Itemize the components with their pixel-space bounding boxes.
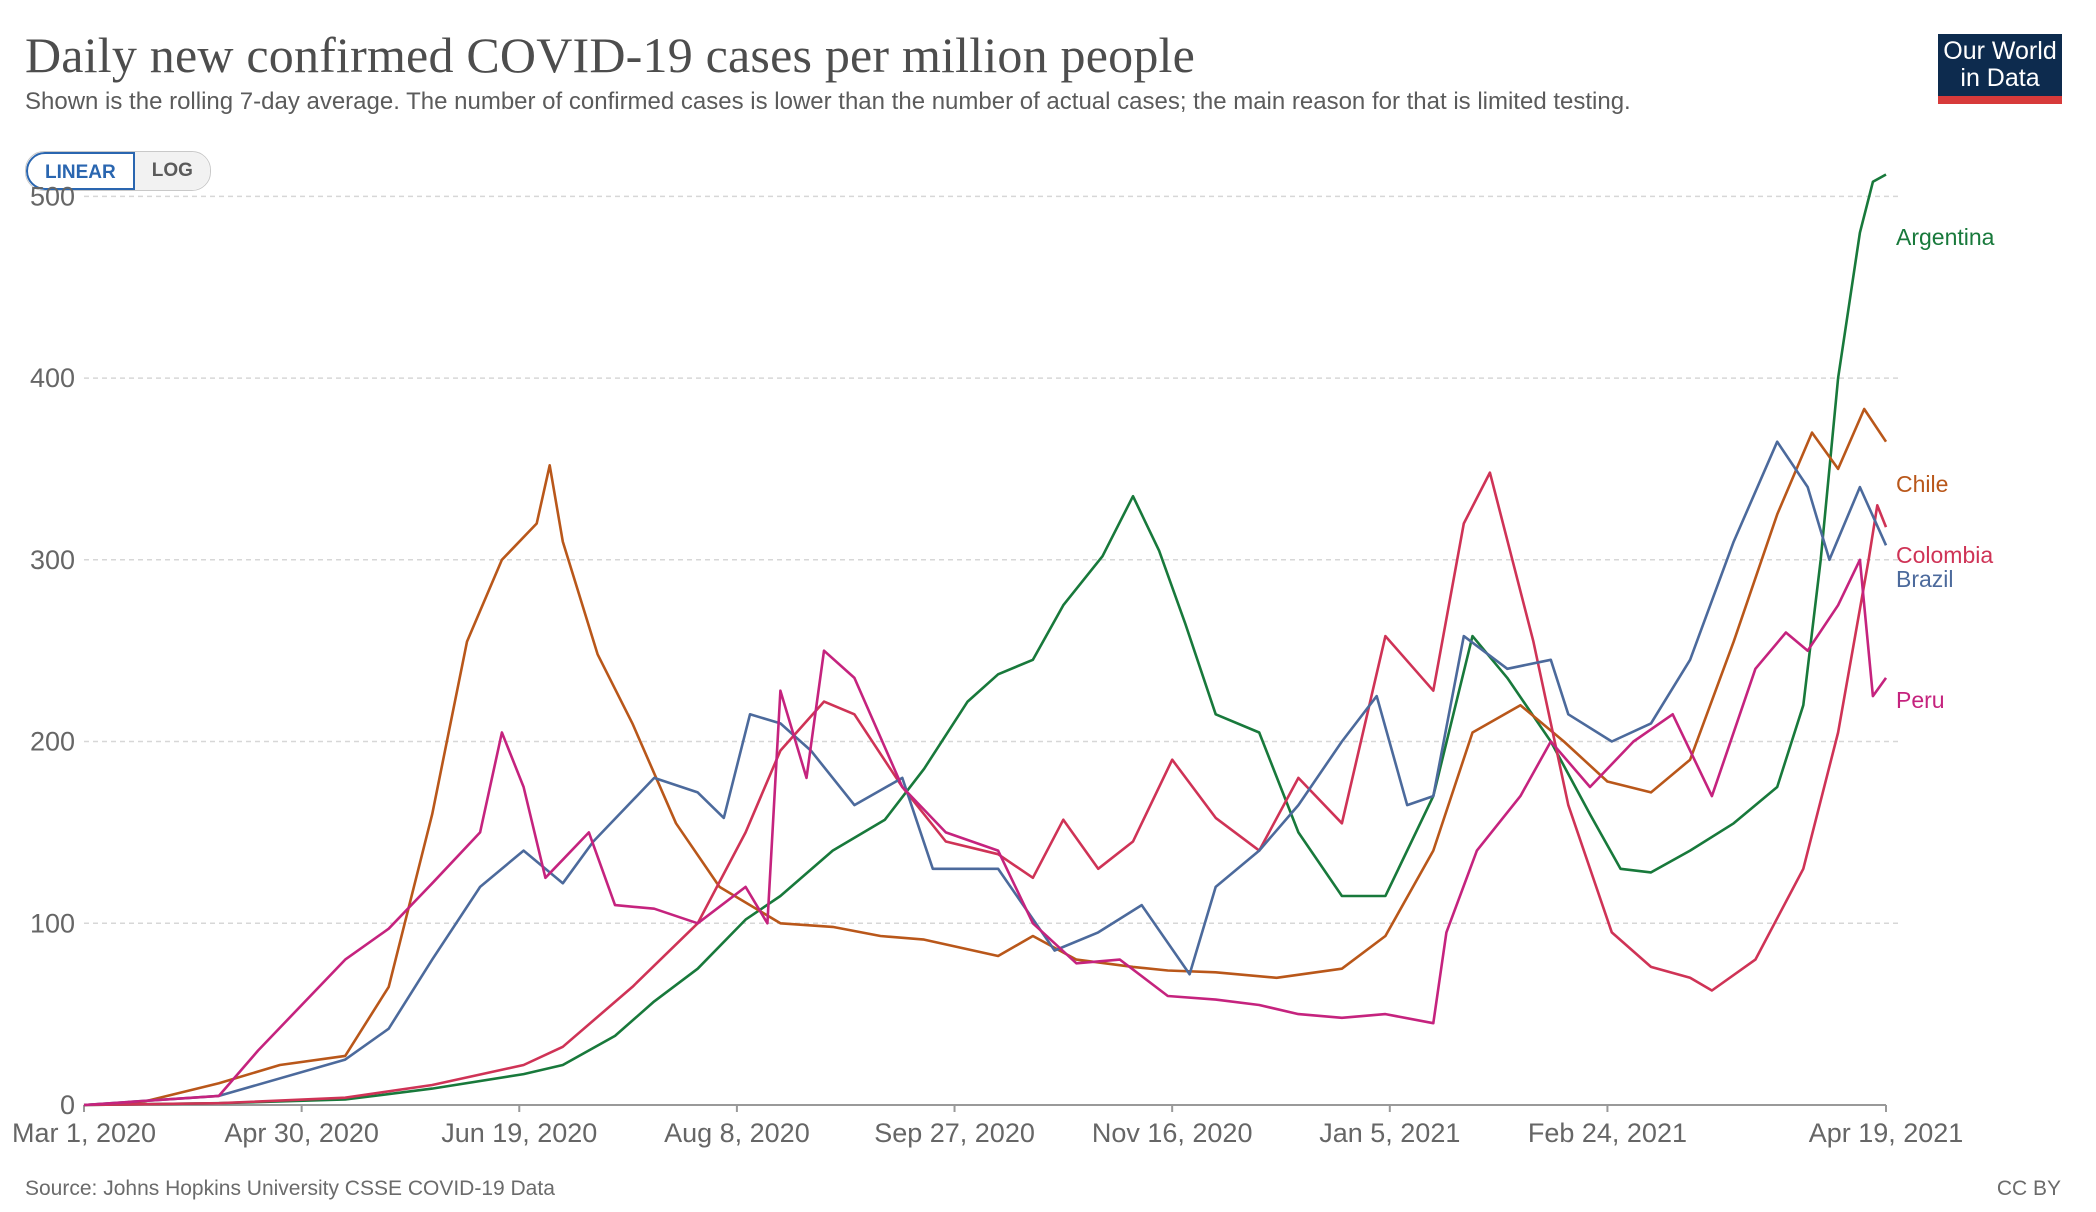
log-scale-button[interactable]: LOG (134, 152, 210, 190)
series-lines (83, 173, 1888, 1107)
y-tick-label: 300 (30, 545, 75, 575)
series-label-colombia[interactable]: Colombia (1896, 542, 1993, 568)
scale-toggle: LINEAR LOG (25, 151, 211, 191)
series-label-argentina[interactable]: Argentina (1896, 224, 1995, 250)
chart-subtitle: Shown is the rolling 7-day average. The … (25, 88, 1631, 115)
owid-logo[interactable]: Our World in Data (1938, 34, 2062, 104)
x-tick-label: Apr 30, 2020 (224, 1118, 379, 1148)
grid-lines (84, 195, 1898, 925)
series-label-chile[interactable]: Chile (1896, 471, 1948, 497)
logo-line-1: Our World (1943, 37, 2057, 65)
x-tick-label: Aug 8, 2020 (664, 1118, 810, 1148)
x-tick-label: Mar 1, 2020 (12, 1118, 156, 1148)
series-line-chile[interactable] (83, 407, 1888, 1107)
series-line-peru[interactable] (83, 558, 1888, 1107)
x-tick-label: Nov 16, 2020 (1092, 1118, 1253, 1148)
y-tick-label: 100 (30, 908, 75, 938)
series-line-brazil[interactable] (83, 440, 1888, 1107)
y-tick-label: 400 (30, 363, 75, 393)
series-line-argentina[interactable] (83, 173, 1887, 1107)
x-tick-label: Sep 27, 2020 (874, 1118, 1035, 1148)
series-label-peru[interactable]: Peru (1896, 687, 1945, 713)
x-tick-label: Jun 19, 2020 (441, 1118, 597, 1148)
y-tick-label: 0 (60, 1090, 75, 1120)
axes: 0 100 200 300 400 500 Mar 1, 2020 Apr 30, 2020 J… (12, 181, 1963, 1148)
logo-line-2: in Data (1960, 64, 2040, 92)
linear-scale-button[interactable]: LINEAR (26, 152, 135, 190)
license-link[interactable]: CC BY (1996, 1177, 2061, 1200)
y-tick-label: 500 (30, 181, 75, 211)
x-tick-label: Jan 5, 2021 (1319, 1118, 1460, 1148)
series-label-brazil[interactable]: Brazil (1896, 566, 1954, 592)
series-line-colombia[interactable] (83, 471, 1888, 1107)
x-tick-label: Apr 19, 2021 (1809, 1118, 1964, 1148)
chart-title: Daily new confirmed COVID-19 cases per m… (25, 27, 1195, 83)
y-tick-label: 200 (30, 727, 75, 757)
x-tick-label: Feb 24, 2021 (1528, 1118, 1687, 1148)
source-note: Source: Johns Hopkins University CSSE CO… (25, 1177, 555, 1200)
